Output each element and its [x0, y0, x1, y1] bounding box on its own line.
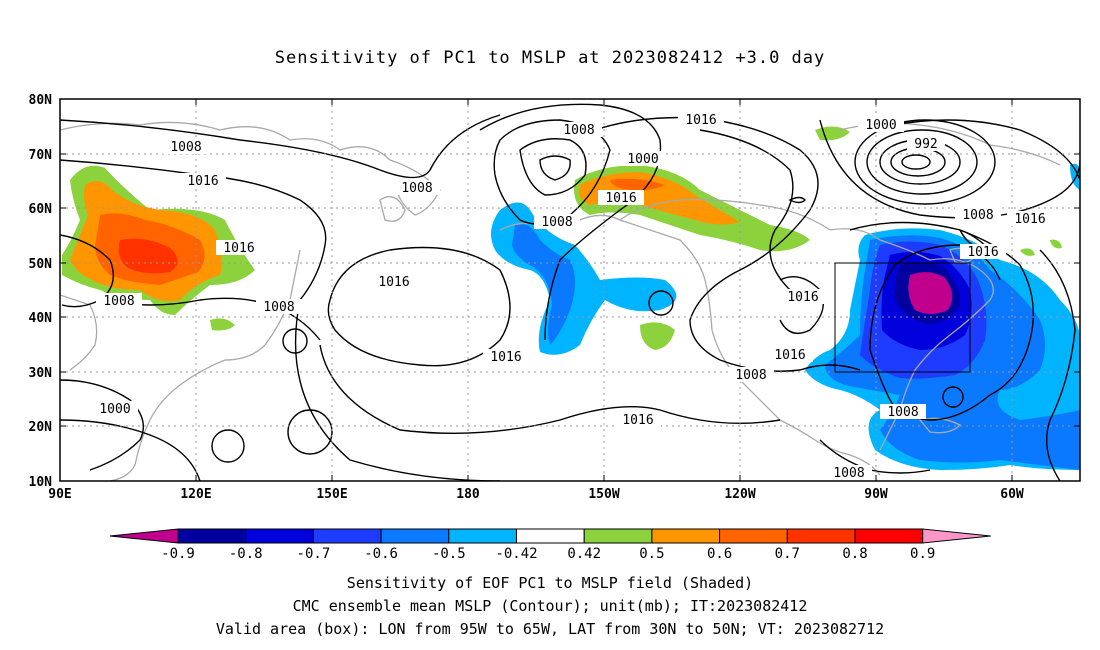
- colorbar-over-triangle: [922, 528, 991, 544]
- chart-title: Sensitivity of PC1 to MSLP at 2023082412…: [274, 48, 826, 68]
- colorbar-label: -0.5: [432, 546, 466, 562]
- colorbar-label: -0.7: [297, 546, 331, 562]
- contour-label: 1008: [887, 405, 918, 420]
- caption-contour: CMC ensemble mean MSLP (Contour); unit(m…: [292, 597, 808, 615]
- lat-label: 50N: [29, 257, 53, 272]
- shading-america-negative: [805, 163, 1080, 470]
- contour-label: 1000: [865, 118, 896, 133]
- contour-label: 1008: [833, 466, 864, 481]
- contour-label: 1016: [223, 241, 254, 256]
- colorbar-box: [719, 528, 788, 544]
- contour-label: 1008: [541, 215, 572, 230]
- colorbar-box: [380, 528, 450, 544]
- contour-label: 1016: [187, 174, 218, 189]
- contour-label: 1016: [967, 245, 998, 260]
- contour-label: 1016: [378, 275, 409, 290]
- colorbar-box: [583, 528, 653, 544]
- contour-label: 1016: [685, 113, 716, 128]
- contour-label: 1016: [605, 191, 636, 206]
- lat-label: 10N: [29, 475, 53, 490]
- contour-label: 1008: [563, 123, 594, 138]
- contour-label: 1016: [787, 290, 818, 305]
- colorbar: -0.9 -0.8 -0.7 -0.6 -0.5 -0.42 0.42 0.5 0.6 0.7 0.…: [109, 528, 991, 562]
- longitude-labels: 90E 120E 150E 180 150W 120W 90W 60W: [48, 487, 1024, 502]
- colorbar-label: -0.9: [161, 546, 195, 562]
- lat-label: 60N: [29, 202, 53, 217]
- contour-label: 1008: [962, 208, 993, 223]
- shading-asia-positive: [62, 165, 255, 331]
- latitude-labels: 80N 70N 60N 50N 40N 30N 20N 10N: [29, 93, 53, 490]
- lon-label: 150W: [588, 487, 619, 502]
- lat-label: 30N: [29, 366, 53, 381]
- lon-label: 90W: [864, 487, 888, 502]
- colorbar-label: -0.42: [495, 546, 537, 562]
- axis-ticks: [60, 98, 1080, 482]
- colorbar-box: [312, 528, 382, 544]
- lon-label: 120E: [180, 487, 211, 502]
- lon-label: 120W: [724, 487, 755, 502]
- colorbar-label: 0.6: [707, 546, 732, 562]
- lat-label: 40N: [29, 311, 53, 326]
- contour-label: 1000: [99, 402, 130, 417]
- lon-label: 180: [456, 487, 480, 502]
- lat-label: 70N: [29, 148, 53, 163]
- colorbar-label: 0.5: [639, 546, 664, 562]
- colorbar-label: 0.42: [567, 546, 601, 562]
- contour-label: 992: [914, 137, 937, 152]
- contour-label: 1008: [103, 294, 134, 309]
- lon-label: 60W: [1000, 487, 1024, 502]
- contour-label: 1008: [170, 140, 201, 155]
- colorbar-box: [245, 528, 314, 544]
- colorbar-label: -0.6: [364, 546, 398, 562]
- shading-pacific-negative: [491, 202, 677, 355]
- contour-label: 1016: [774, 348, 805, 363]
- contour-labels: 1008 1016 1016 1008 1008 1000 1016 1016 …: [92, 112, 1053, 481]
- colorbar-box: [177, 528, 247, 544]
- lat-label: 20N: [29, 420, 53, 435]
- lon-label: 150E: [316, 487, 347, 502]
- colorbar-under-triangle: [109, 528, 179, 544]
- valid-area-box: [834, 262, 971, 373]
- lat-label: 80N: [29, 93, 53, 108]
- lon-label: 90E: [48, 487, 71, 502]
- caption-valid-area: Valid area (box): LON from 95W to 65W, L…: [215, 620, 885, 638]
- colorbar-label: 0.8: [842, 546, 867, 562]
- colorbar-box: [448, 528, 517, 544]
- colorbar-box: [786, 528, 856, 544]
- contour-label: 1016: [622, 413, 653, 428]
- graticule: [60, 99, 1080, 481]
- colorbar-box: [651, 528, 721, 544]
- contour-label: 1000: [627, 152, 658, 167]
- colorbar-label: 0.9: [910, 546, 935, 562]
- colorbar-label: 0.7: [775, 546, 800, 562]
- colorbar-label: -0.8: [229, 546, 263, 562]
- colorbar-box: [854, 528, 924, 544]
- contour-label: 1008: [263, 300, 294, 315]
- contour-label: 1016: [1014, 212, 1045, 227]
- contour-label: 1008: [401, 181, 432, 196]
- plot-frame: [59, 98, 1081, 482]
- caption-shaded: Sensitivity of EOF PC1 to MSLP field (Sh…: [346, 574, 754, 592]
- contour-label: 1016: [490, 350, 521, 365]
- contour-label: 1008: [735, 368, 766, 383]
- colorbar-box: [516, 528, 585, 544]
